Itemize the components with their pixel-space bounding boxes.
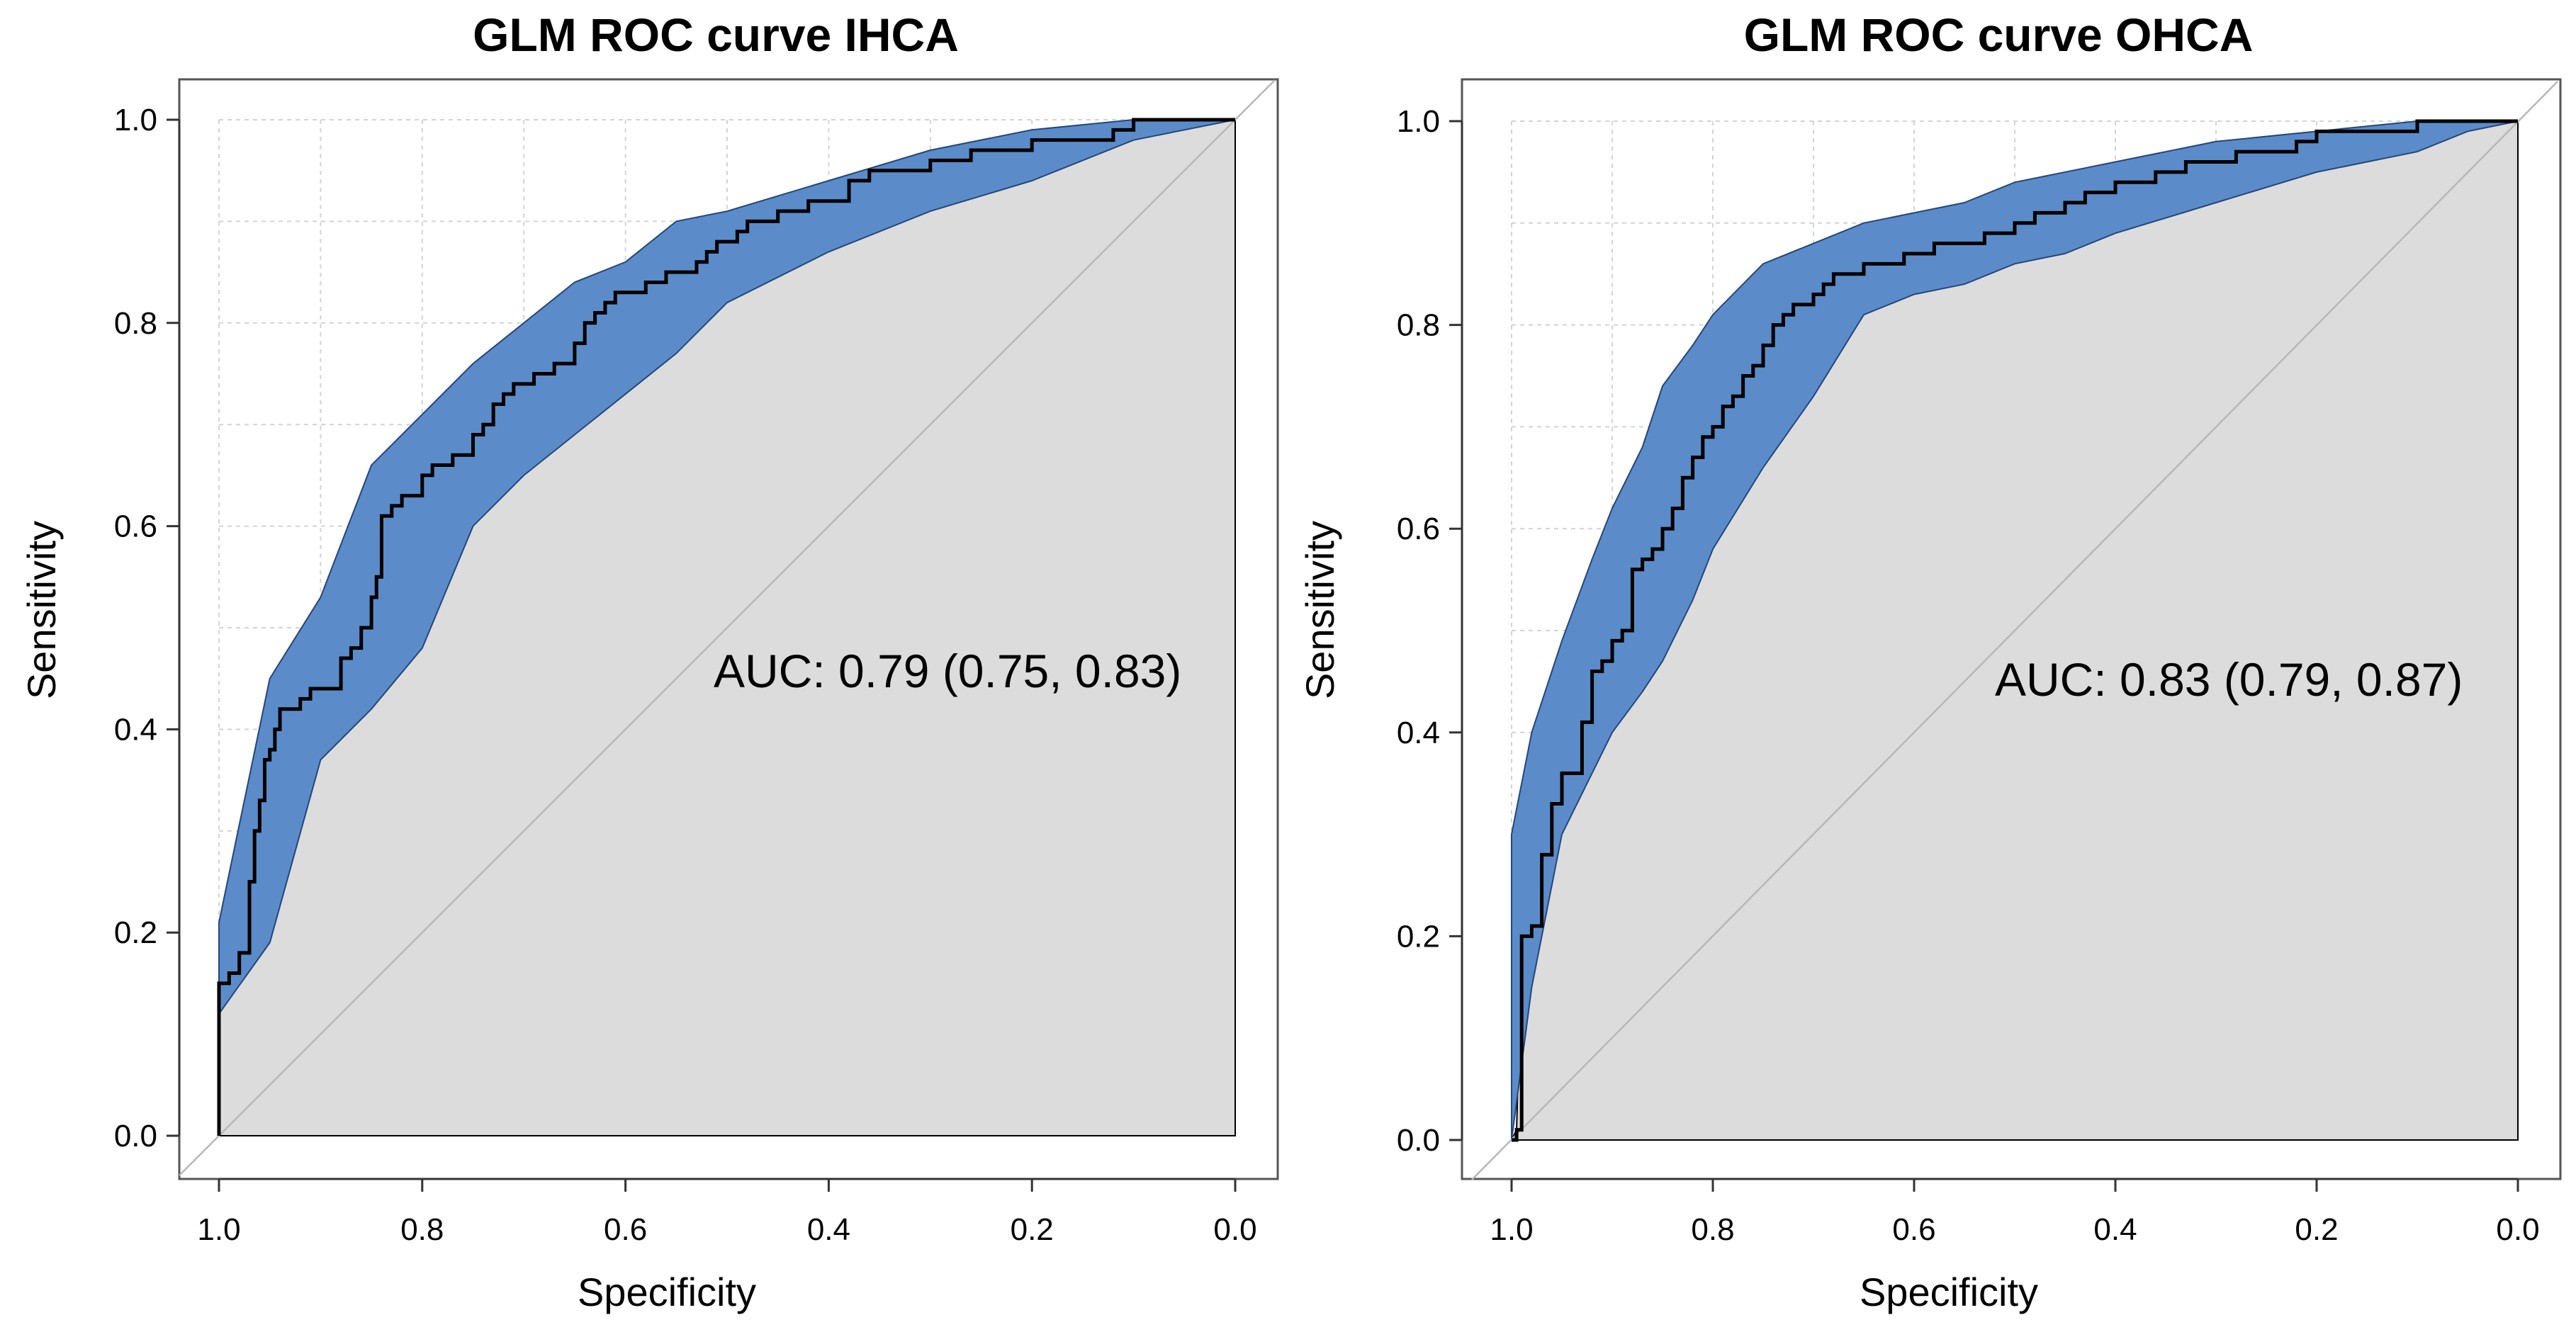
x-axis-ohca: 1.0 0.8 0.6 0.4 0.2 0.0 (1490, 1178, 2540, 1247)
x-tick-label: 0.4 (807, 1212, 850, 1247)
x-tick-label: 0.8 (400, 1212, 444, 1247)
auc-label-ohca: AUC: 0.83 (0.79, 0.87) (1995, 653, 2463, 706)
y-tick-label: 1.0 (114, 103, 157, 137)
y-tick-label: 0.0 (1397, 1123, 1440, 1158)
x-tick-label: 1.0 (1490, 1212, 1533, 1247)
x-tick-label: 0.4 (2093, 1212, 2137, 1247)
y-tick-label: 0.8 (114, 306, 157, 341)
y-tick-label: 0.8 (1397, 308, 1440, 343)
y-axis-ohca: 0.0 0.2 0.4 0.6 0.8 1.0 (1397, 104, 1463, 1158)
chart-title-ohca: GLM ROC curve OHCA (1744, 9, 2254, 61)
x-tick-label: 0.2 (2295, 1212, 2338, 1247)
chart-title-ihca: GLM ROC curve IHCA (473, 9, 959, 61)
x-tick-label: 1.0 (197, 1212, 240, 1247)
roc-curve-ohca (1512, 119, 2518, 1142)
y-tick-label: 1.0 (1397, 104, 1440, 139)
x-axis-title-ohca: Specificity (1860, 1270, 2038, 1314)
y-tick-label: 0.4 (114, 712, 157, 747)
y-axis-ihca: 0.0 0.2 0.4 0.6 0.8 1.0 (114, 103, 181, 1153)
ci-band-ihca (218, 119, 1236, 1017)
x-tick-label: 0.2 (1011, 1212, 1054, 1247)
x-tick-label: 0.6 (1892, 1212, 1935, 1247)
chart-panel-ihca: GLM ROC curve IHCA 1.0 0.8 0.6 0.4 0.2 0.0 0.… (19, 9, 1279, 1314)
x-tick-label: 0.8 (1691, 1212, 1734, 1247)
ci-band-ohca (1511, 120, 2519, 1141)
diagonal-reference-ohca (1471, 81, 2558, 1180)
x-tick-label: 0.0 (2496, 1212, 2539, 1247)
x-axis-ihca: 1.0 0.8 0.6 0.4 0.2 0.0 (197, 1178, 1257, 1247)
y-tick-label: 0.2 (1397, 919, 1440, 954)
roc-curve-ihca (217, 118, 1235, 1136)
y-tick-label: 0.0 (114, 1119, 157, 1153)
diagonal-reference-ihca (179, 79, 1276, 1176)
auc-label-ihca: AUC: 0.79 (0.75, 0.83) (714, 645, 1181, 697)
x-tick-label: 0.6 (604, 1212, 647, 1247)
x-tick-label: 0.0 (1213, 1212, 1256, 1247)
y-axis-title-ohca: Sensitivity (1298, 521, 1342, 699)
chart-panel-ohca: GLM ROC curve OHCA 1.0 0.8 0.6 0.4 0.2 0.0 0.… (1298, 9, 2562, 1314)
y-tick-label: 0.4 (1397, 716, 1440, 750)
x-axis-title-ihca: Specificity (578, 1270, 756, 1314)
y-tick-label: 0.6 (114, 509, 157, 544)
y-tick-label: 0.2 (114, 915, 157, 950)
y-tick-label: 0.6 (1397, 512, 1440, 546)
y-axis-title-ihca: Sensitivity (19, 521, 64, 699)
